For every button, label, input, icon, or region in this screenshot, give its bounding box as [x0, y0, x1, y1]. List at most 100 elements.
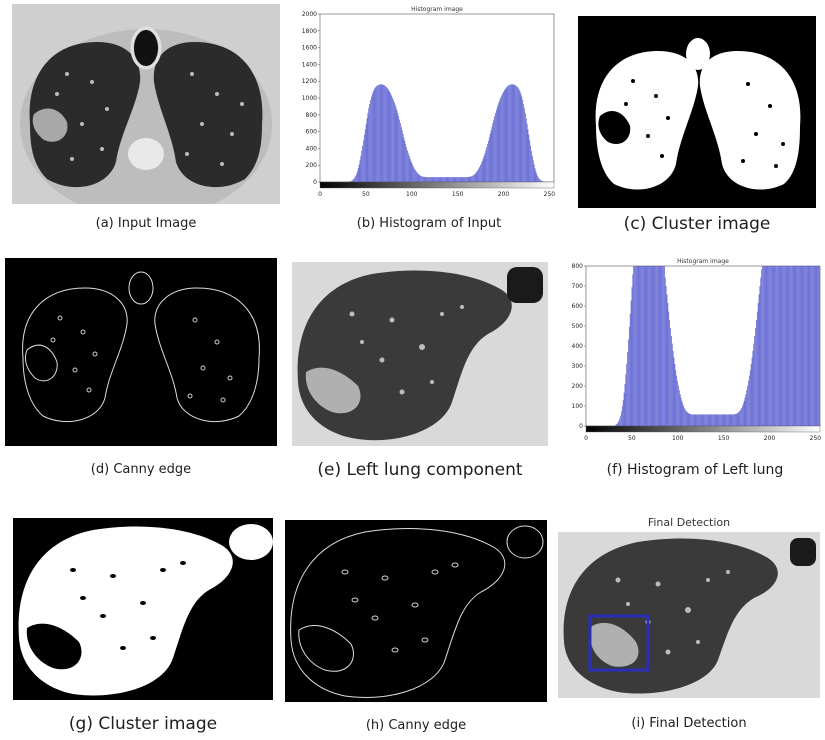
- histogram-bar: [512, 84, 514, 182]
- histogram-bar: [484, 153, 486, 182]
- histogram-bar: [792, 266, 794, 426]
- histogram-bar: [721, 414, 723, 426]
- histogram-bar: [445, 177, 447, 182]
- histogram-bar: [532, 155, 533, 182]
- histogram-bar: [811, 266, 812, 426]
- histogram-bar: [458, 177, 460, 182]
- x-tick-label: 100: [672, 435, 684, 442]
- histogram-bar: [812, 266, 814, 426]
- histogram-bar: [751, 357, 753, 426]
- histogram-bar: [642, 266, 644, 426]
- histogram-bar: [724, 414, 726, 426]
- y-tick-label: 100: [572, 403, 584, 410]
- histogram-bar: [663, 266, 664, 426]
- histogram-bar: [439, 177, 441, 182]
- y-tick-label: 1200: [302, 78, 317, 85]
- histogram-bar: [625, 374, 627, 426]
- histogram-bar: [497, 104, 499, 182]
- histogram-bar: [758, 294, 760, 426]
- histogram-bar: [675, 370, 677, 426]
- panel-c-cluster-image: [578, 16, 816, 208]
- histogram-bar: [351, 180, 353, 182]
- histogram-bar: [485, 150, 487, 182]
- histogram-bar: [356, 173, 357, 182]
- histogram-bar: [390, 93, 392, 182]
- histogram-bar: [706, 414, 707, 426]
- histogram-bar: [762, 266, 763, 426]
- histogram-bar: [662, 266, 663, 426]
- histogram-bar: [713, 414, 714, 426]
- histogram-bar: [698, 414, 699, 426]
- histogram-bar: [361, 150, 363, 182]
- histogram-bar: [756, 320, 757, 426]
- histogram-bar: [780, 266, 782, 426]
- histogram-bar: [690, 414, 692, 426]
- histogram-bar: [657, 266, 659, 426]
- histogram-bar: [473, 174, 475, 182]
- histogram-bar: [692, 414, 693, 426]
- histogram-bar: [498, 102, 500, 182]
- histogram-bar: [763, 266, 764, 426]
- histogram-title: Histogram image: [677, 258, 729, 265]
- histogram-bar: [784, 266, 786, 426]
- x-tick-label: 100: [406, 191, 418, 198]
- histogram-bar: [388, 90, 390, 182]
- y-tick-label: 700: [572, 283, 584, 290]
- histogram-bar: [709, 414, 711, 426]
- histogram-bar: [734, 414, 735, 426]
- histogram-bar: [752, 350, 754, 426]
- histogram-bar: [637, 266, 639, 426]
- panel-h-canny-edge: [285, 520, 547, 702]
- x-tick-label: 0: [318, 191, 322, 198]
- y-tick-label: 800: [306, 112, 318, 119]
- histogram-bar: [664, 266, 665, 426]
- histogram-bar: [641, 266, 642, 426]
- histogram-bar: [535, 171, 537, 182]
- histogram-bar: [711, 414, 713, 426]
- histogram-bar: [406, 147, 407, 182]
- caption-g: (g) Cluster image: [68, 714, 218, 734]
- histogram-bar: [718, 414, 720, 426]
- histogram-bar: [355, 175, 356, 182]
- histogram-title: Histogram image: [411, 6, 463, 13]
- histogram-bar: [719, 414, 720, 426]
- histogram-bar: [755, 328, 756, 426]
- y-tick-label: 800: [572, 263, 584, 270]
- histogram-bar: [405, 144, 407, 182]
- histogram-bar: [679, 394, 681, 426]
- histogram-bar: [472, 175, 473, 182]
- histogram-bar: [815, 266, 817, 426]
- cluster-image-full: [578, 16, 816, 208]
- histogram-bar: [638, 266, 640, 426]
- histogram-bar: [490, 130, 492, 182]
- histogram-bar: [628, 326, 630, 426]
- histogram-bar: [742, 403, 744, 426]
- histogram-bar: [539, 178, 540, 182]
- histogram-bar: [807, 266, 809, 426]
- histogram-bar: [722, 414, 724, 426]
- histogram-bar: [678, 390, 680, 426]
- histogram-bar: [417, 173, 419, 182]
- histogram-bar: [530, 145, 531, 182]
- histogram-bar: [802, 266, 804, 426]
- histogram-bar: [523, 103, 524, 182]
- histogram-bar: [705, 414, 706, 426]
- histogram-bar: [796, 266, 798, 426]
- histogram-bar: [710, 414, 712, 426]
- histogram-bar: [779, 266, 781, 426]
- histogram-bar: [739, 411, 741, 426]
- histogram-bar: [812, 266, 813, 426]
- histogram-bar: [784, 266, 785, 426]
- histogram-bar: [810, 266, 812, 426]
- histogram-bar: [764, 266, 766, 426]
- histogram-bar: [524, 108, 525, 182]
- histogram-bar: [495, 113, 496, 182]
- histogram-bar: [745, 394, 747, 426]
- histogram-bar: [444, 177, 446, 182]
- histogram-bar: [410, 160, 412, 182]
- histogram-bar: [650, 266, 652, 426]
- histogram-bar: [647, 266, 649, 426]
- histogram-bar: [699, 414, 700, 426]
- histogram-bar: [691, 414, 692, 426]
- histogram-bar: [805, 266, 806, 426]
